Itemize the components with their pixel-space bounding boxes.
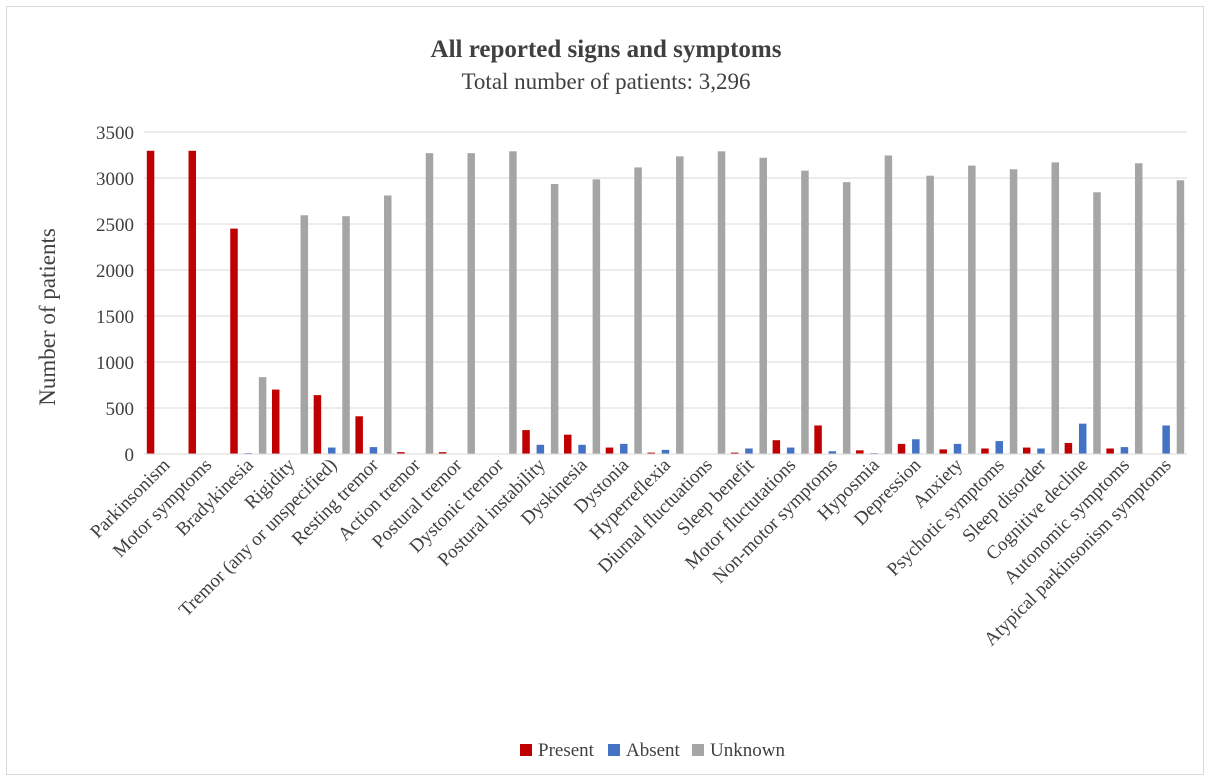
- bar-present: [647, 452, 655, 454]
- y-axis-label: Number of patients: [35, 228, 60, 406]
- bar-present: [438, 452, 447, 454]
- legend-swatch-unknown: [692, 744, 704, 756]
- bar-absent: [1120, 447, 1129, 454]
- y-tick-label: 3000: [96, 169, 134, 190]
- y-tick-label: 0: [125, 445, 135, 466]
- bar-absent: [369, 447, 378, 454]
- bar-absent: [578, 444, 586, 454]
- legend-label-unknown: Unknown: [710, 740, 785, 761]
- bar-absent: [828, 451, 837, 454]
- bar-unknown: [1176, 180, 1185, 455]
- bar-present: [939, 449, 947, 454]
- chart-canvas: 0 500 1000 1500 2000 2500 3000 3500 Parkinsonis…: [35, 36, 1187, 761]
- bar-present: [564, 434, 572, 454]
- bar-present: [730, 452, 739, 454]
- bar-unknown: [258, 377, 267, 454]
- bar-unknown: [1051, 162, 1060, 455]
- bar-unknown: [759, 157, 767, 454]
- bar-present: [605, 447, 614, 454]
- gridlines: [144, 131, 1187, 409]
- bar-present: [1064, 442, 1073, 454]
- bar-unknown: [1009, 169, 1018, 454]
- bar-unknown: [300, 215, 309, 454]
- bar-present: [1022, 447, 1031, 454]
- bar-present: [313, 395, 322, 454]
- bar-present: [188, 150, 197, 454]
- chart-frame: 0 500 1000 1500 2000 2500 3000 3500 Parkinsonis…: [6, 6, 1204, 775]
- bar-unknown: [467, 153, 475, 454]
- bar-present: [522, 430, 530, 454]
- bar-unknown: [968, 165, 976, 454]
- bar-unknown: [717, 151, 726, 454]
- y-tick-label: 3500: [96, 123, 134, 144]
- bar-present: [271, 389, 280, 454]
- legend-label-present: Present: [538, 740, 595, 761]
- bar-unknown: [509, 151, 517, 454]
- bar-absent: [327, 447, 336, 454]
- bar-absent: [661, 449, 670, 454]
- y-tick-label: 500: [106, 399, 135, 420]
- bar-present: [856, 450, 864, 454]
- bar-absent: [1078, 423, 1087, 454]
- chart-subtitle: Total number of patients: 3,296: [461, 69, 750, 94]
- bars: [146, 150, 1185, 455]
- legend: Present Absent Unknown: [520, 740, 785, 761]
- bar-unknown: [425, 153, 434, 454]
- y-axis-ticks: 0 500 1000 1500 2000 2500 3000 3500: [96, 123, 134, 466]
- chart-title: All reported signs and symptoms: [431, 36, 782, 63]
- bar-unknown: [884, 155, 893, 454]
- bar-unknown: [842, 182, 851, 454]
- bar-unknown: [342, 216, 350, 454]
- bar-unknown: [1134, 163, 1143, 454]
- legend-swatch-absent: [608, 744, 620, 756]
- bar-present: [897, 443, 906, 454]
- bar-absent: [995, 441, 1004, 454]
- bar-present: [146, 150, 155, 454]
- bar-present: [397, 452, 405, 454]
- bar-present: [814, 425, 822, 454]
- bar-absent: [1037, 448, 1045, 454]
- bar-present: [772, 440, 781, 454]
- bar-absent: [620, 443, 628, 454]
- bar-absent: [912, 439, 920, 454]
- bar-absent: [536, 444, 545, 454]
- bar-unknown: [592, 179, 601, 454]
- y-tick-label: 1000: [96, 353, 134, 374]
- bar-unknown: [801, 170, 809, 454]
- y-tick-label: 2500: [96, 215, 134, 236]
- bar-unknown: [550, 183, 559, 455]
- bar-present: [230, 228, 238, 454]
- bar-unknown: [676, 156, 684, 454]
- y-tick-label: 2000: [96, 261, 134, 282]
- bar-absent: [745, 448, 753, 454]
- bar-unknown: [926, 175, 934, 454]
- bar-present: [1106, 448, 1114, 454]
- bar-absent: [953, 443, 962, 454]
- bar-absent: [786, 447, 795, 454]
- legend-swatch-present: [520, 744, 532, 756]
- y-tick-label: 1500: [96, 307, 134, 328]
- legend-label-absent: Absent: [626, 740, 681, 761]
- bar-unknown: [1093, 192, 1101, 454]
- bar-absent: [1162, 425, 1170, 454]
- bar-present: [355, 416, 363, 454]
- bar-unknown: [384, 195, 392, 455]
- bar-present: [981, 448, 989, 454]
- bar-unknown: [634, 167, 642, 455]
